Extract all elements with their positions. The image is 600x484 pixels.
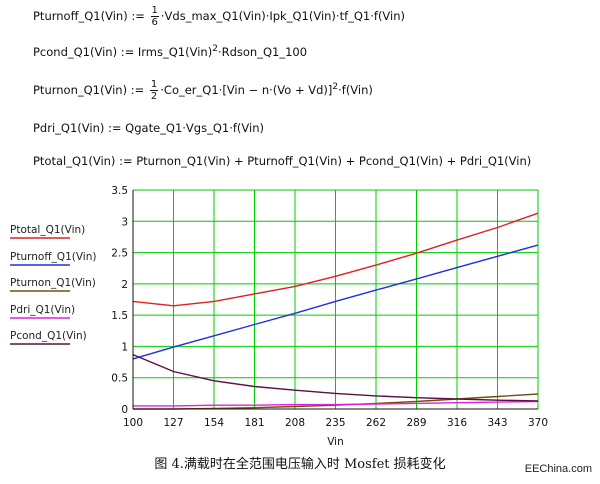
series-line-pcond-q1-vin- — [132, 353, 539, 402]
x-axis-label: Vin — [327, 436, 344, 448]
loss-chart: 100 127 154 181 208 235 262 289 316 343 370 0 0.5 1 1.… — [10, 185, 548, 448]
x-tick-label-235: 235 — [325, 417, 345, 429]
x-tick-label-289: 289 — [406, 417, 426, 429]
eq3-mid: ·Co_er_Q1·[Vin − n·(Vo + Vd)] — [160, 83, 333, 97]
y-tick-label-1.5: 1.5 — [111, 310, 128, 322]
chart-legend: Ptotal_Q1(Vin) Pturnoff_Q1(Vin) Pturnon_Q1… — [10, 224, 96, 345]
eq2-lhs: Pcond_Q1(Vin) := Irms_Q1(Vin) — [33, 44, 213, 59]
x-tick-label-370: 370 — [528, 417, 548, 429]
x-tick-label-343: 343 — [487, 417, 507, 429]
x-tick-label-316: 316 — [447, 417, 467, 429]
eq1-denominator: 6 — [151, 17, 158, 28]
y-tick-label-3.5: 3.5 — [111, 185, 128, 197]
legend-label-1: Pturnoff_Q1(Vin) — [10, 251, 96, 263]
x-tick-label-100: 100 — [123, 417, 143, 429]
equation-pdri: Pdri_Q1(Vin) := Qgate_Q1·Vgs_Q1·f(Vin) — [33, 121, 264, 135]
x-tick-label-181: 181 — [244, 417, 264, 429]
x-tick-label-127: 127 — [163, 417, 183, 429]
eq3-rhs: ·f(Vin) — [338, 83, 373, 97]
series-line-ptotal-q1-vin- — [132, 212, 539, 307]
legend-label-4: Pcond_Q1(Vin) — [10, 330, 87, 342]
equation-pturnoff: Pturnoff_Q1(Vin) := 1 6 ·Vds_max_Q1(Vin)·I… — [33, 5, 405, 28]
eq1-numerator: 1 — [150, 5, 159, 17]
x-tick-label-208: 208 — [285, 417, 305, 429]
watermark: EEChina.com — [524, 463, 592, 475]
y-tick-label-2: 2 — [121, 279, 128, 291]
eq2-exponent: 2 — [212, 44, 218, 54]
figure-caption: 图 4.满载时在全范围电压输入时 Mosfet 损耗变化 — [154, 457, 446, 472]
chart-axes: 100 127 154 181 208 235 262 289 316 343 370 0 0.5 1 1.… — [111, 185, 548, 448]
eq3-denominator: 2 — [150, 91, 158, 102]
equation-ptotal: Ptotal_Q1(Vin) := Pturnon_Q1(Vin) + Ptur… — [33, 154, 532, 168]
y-tick-label-3: 3 — [121, 216, 128, 228]
x-tick-label-262: 262 — [366, 417, 386, 429]
legend-label-3: Pdri_Q1(Vin) — [10, 304, 75, 316]
y-tick-label-0.5: 0.5 — [111, 373, 128, 385]
equation-pturnon: Pturnon_Q1(Vin) := 1 2 ·Co_er_Q1·[Vin − n·… — [33, 79, 373, 102]
eq1-lhs: Pturnoff_Q1(Vin) := — [33, 9, 149, 23]
eq3-numerator: 1 — [149, 79, 159, 91]
x-tick-label-154: 154 — [204, 417, 224, 429]
equation-pcond: Pcond_Q1(Vin) := Irms_Q1(Vin)2·Rdson_Q1_… — [33, 44, 307, 59]
series-line-pdri-q1-vin- — [133, 400, 539, 407]
legend-label-0: Ptotal_Q1(Vin) — [10, 224, 85, 236]
eq3-exponent: 2 — [332, 82, 339, 93]
y-tick-label-0: 0 — [121, 404, 128, 416]
legend-label-2: Pturnon_Q1(Vin) — [10, 277, 96, 289]
eq3-lhs: Pturnon_Q1(Vin) := — [33, 83, 148, 97]
eq2-rhs: ·Rdson_Q1_100 — [217, 44, 308, 59]
series-line-pturnoff-q1-vin- — [132, 244, 539, 360]
y-tick-label-2.5: 2.5 — [111, 248, 128, 260]
y-tick-label-1: 1 — [121, 341, 128, 353]
eq1-rhs: ·Vds_max_Q1(Vin)·Ipk_Q1(Vin)·tf_Q1·f(Vin… — [160, 9, 406, 23]
